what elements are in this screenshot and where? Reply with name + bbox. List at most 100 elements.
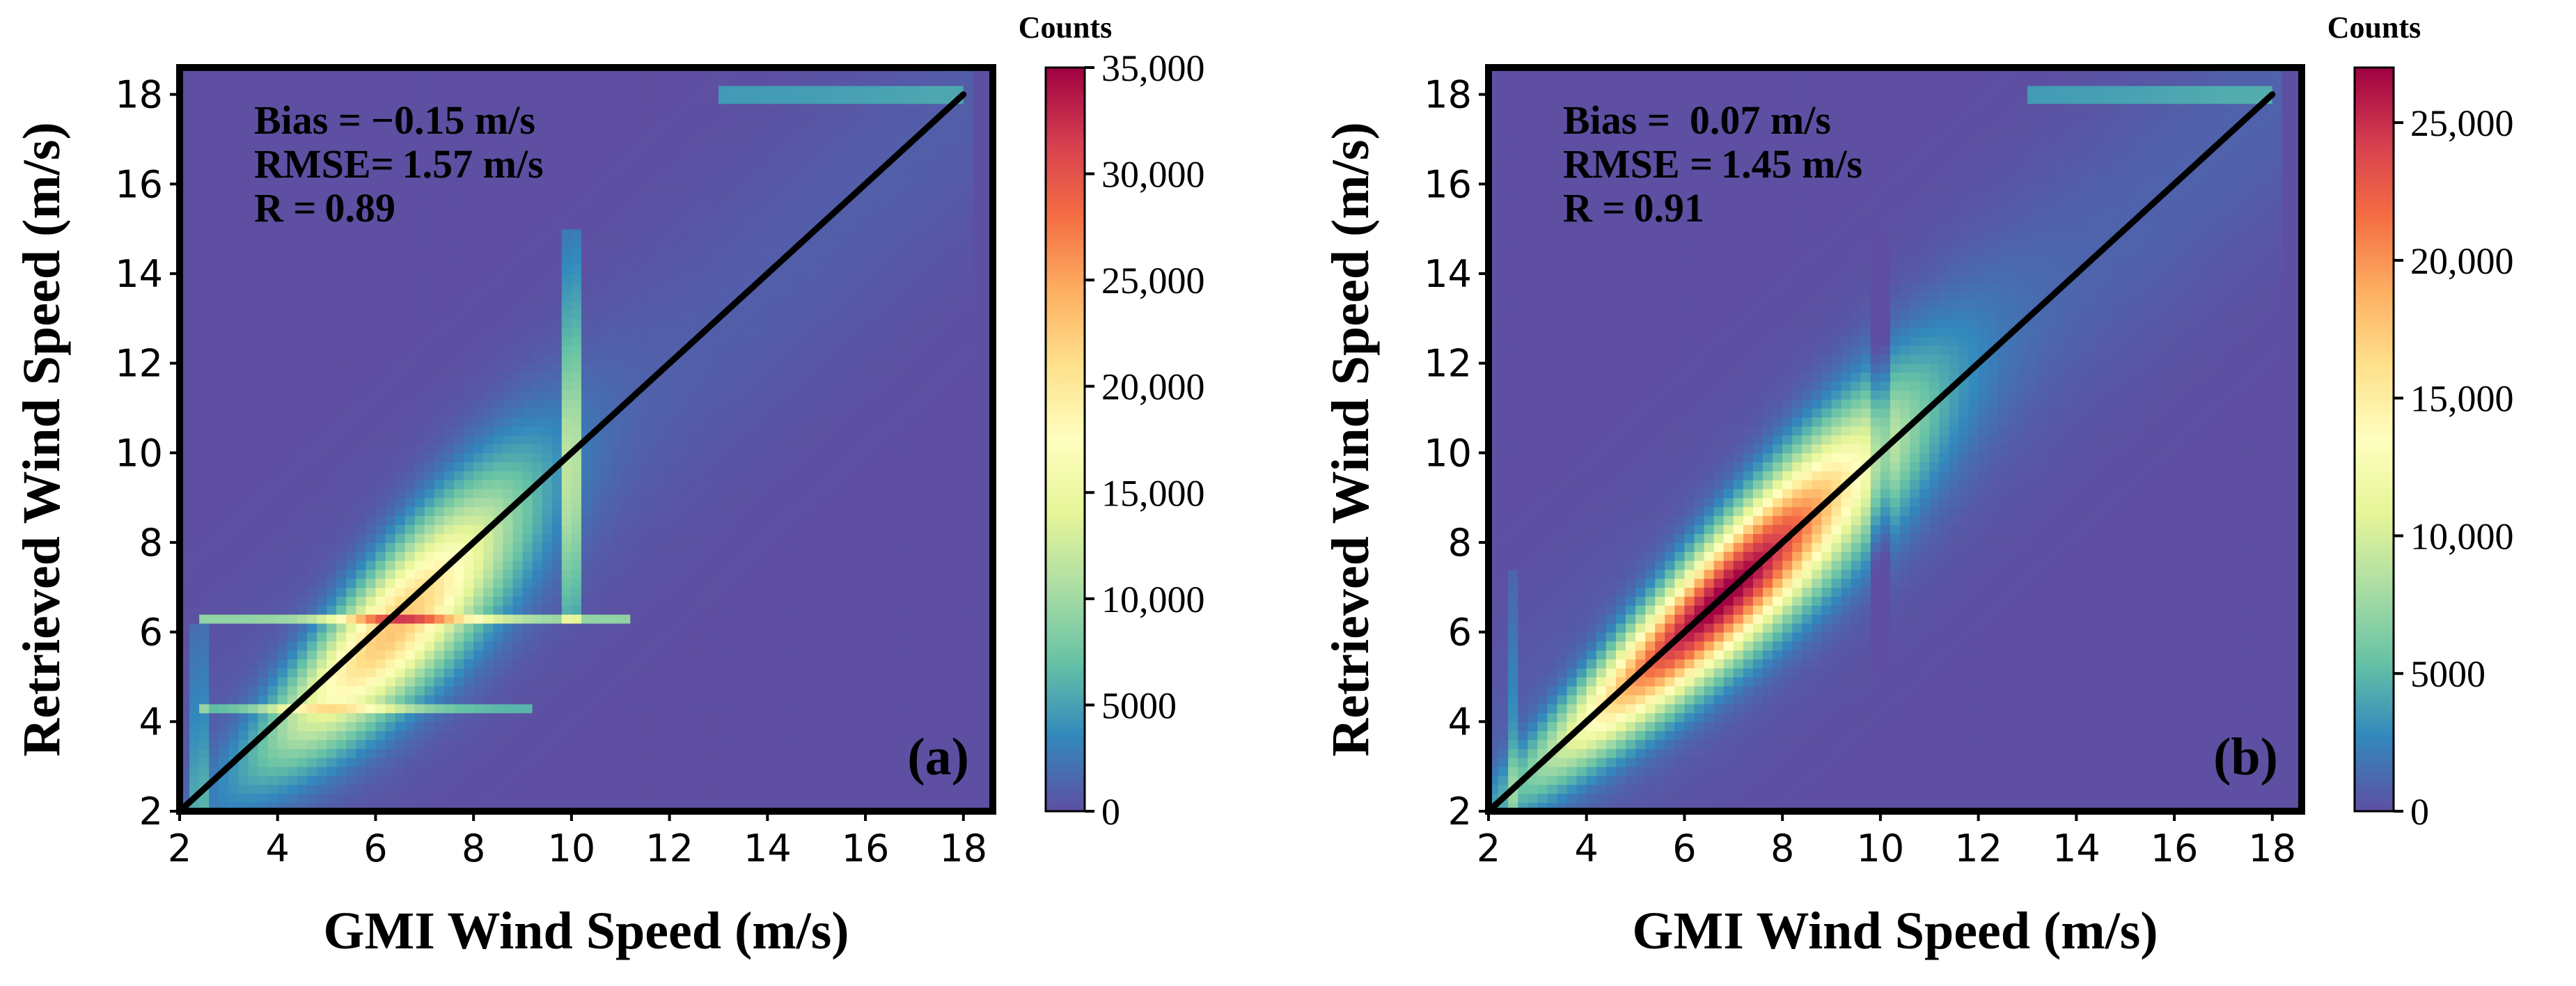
heatmap-cell — [306, 265, 317, 274]
heatmap-cell — [443, 676, 455, 687]
heatmap-cell — [640, 309, 651, 320]
heatmap-cell — [414, 246, 425, 257]
heatmap-cell — [659, 497, 670, 508]
heatmap-cell — [718, 336, 729, 346]
heatmap-cell — [277, 265, 288, 274]
heatmap-cell — [748, 85, 759, 95]
heatmap-cell — [336, 282, 347, 292]
heatmap-cell — [443, 363, 455, 373]
heatmap-cell — [395, 551, 406, 561]
heatmap-cell — [532, 740, 543, 749]
heatmap-cell — [630, 766, 641, 776]
heatmap-cell — [561, 273, 572, 283]
heatmap-cell — [611, 416, 622, 427]
heatmap-cell — [738, 740, 748, 749]
heatmap-cell — [267, 139, 278, 149]
heatmap-cell — [698, 184, 709, 194]
heatmap-cell — [503, 784, 514, 795]
heatmap-cell — [698, 748, 709, 758]
heatmap-cell — [443, 175, 455, 185]
heatmap-cell — [228, 202, 239, 212]
heatmap-cell — [483, 354, 494, 364]
heatmap-cell — [267, 112, 278, 123]
heatmap-cell — [679, 444, 690, 454]
heatmap-cell — [551, 560, 563, 570]
heatmap-cell — [493, 757, 504, 767]
heatmap-cell — [277, 784, 288, 795]
heatmap-cell — [464, 712, 474, 723]
heatmap-cell — [258, 712, 269, 723]
heatmap-cell — [522, 219, 533, 230]
heatmap-cell — [483, 453, 494, 462]
heatmap-cell — [748, 219, 759, 230]
heatmap-cell — [748, 121, 759, 131]
heatmap-cell — [581, 444, 592, 454]
heatmap-cell — [659, 444, 670, 454]
heatmap-cell — [297, 237, 308, 248]
heatmap-cell — [356, 130, 367, 140]
heatmap-cell — [728, 184, 739, 194]
heatmap-cell — [336, 265, 347, 274]
heatmap-cell — [209, 515, 220, 526]
heatmap-cell — [708, 479, 719, 490]
heatmap-cell — [248, 650, 259, 660]
heatmap-cell — [405, 685, 416, 696]
heatmap-cell — [209, 569, 220, 579]
heatmap-cell — [571, 256, 582, 265]
heatmap-cell — [522, 94, 533, 104]
heatmap-cell — [385, 596, 396, 606]
heatmap-cell — [267, 381, 278, 391]
heatmap-cell — [542, 497, 553, 508]
heatmap-cell — [679, 587, 690, 597]
heatmap-cell — [571, 345, 582, 355]
heatmap-cell — [493, 721, 504, 731]
heatmap-cell — [306, 775, 317, 785]
heatmap-cell — [522, 381, 533, 391]
heatmap-cell — [473, 121, 485, 131]
heatmap-cell — [659, 139, 670, 149]
heatmap-cell — [522, 130, 533, 140]
heatmap-cell — [669, 282, 680, 292]
heatmap-cell — [327, 407, 337, 418]
heatmap-cell — [493, 399, 504, 409]
heatmap-cell — [366, 354, 377, 364]
heatmap-cell — [483, 381, 494, 391]
heatmap-cell — [385, 219, 396, 230]
heatmap-cell — [708, 345, 719, 355]
heatmap-cell — [306, 533, 317, 543]
heatmap-cell — [571, 390, 582, 400]
heatmap-cell — [375, 425, 386, 436]
heatmap-cell — [287, 613, 298, 624]
heatmap-cell — [277, 650, 288, 660]
heatmap-cell — [424, 542, 435, 552]
heatmap-cell — [189, 246, 200, 257]
heatmap-cell — [366, 327, 377, 337]
heatmap-cell — [189, 569, 200, 579]
heatmap-cell — [698, 659, 709, 668]
heatmap-cell — [434, 246, 445, 257]
heatmap-cell — [493, 425, 504, 436]
heatmap-cell — [542, 560, 553, 570]
heatmap-cell — [640, 184, 651, 194]
heatmap-cell — [532, 291, 543, 302]
heatmap-cell — [473, 479, 485, 490]
heatmap-cell — [650, 569, 661, 579]
heatmap-cell — [748, 775, 759, 785]
heatmap-cell — [503, 676, 514, 687]
heatmap-cell — [473, 694, 485, 705]
heatmap-cell — [375, 730, 386, 740]
heatmap-cell — [767, 730, 778, 740]
heatmap-cell — [698, 399, 709, 409]
heatmap-cell — [669, 613, 680, 624]
heatmap-cell — [689, 157, 700, 167]
heatmap-cell — [189, 282, 200, 292]
heatmap-cell — [757, 551, 769, 561]
heatmap-cell — [454, 363, 464, 373]
heatmap-cell — [317, 265, 327, 274]
heatmap-cell — [277, 623, 288, 633]
heatmap-cell — [346, 587, 357, 597]
heatmap-cell — [650, 462, 661, 471]
heatmap-cell — [395, 506, 406, 517]
heatmap-cell — [189, 184, 200, 194]
heatmap-cell — [375, 372, 386, 382]
